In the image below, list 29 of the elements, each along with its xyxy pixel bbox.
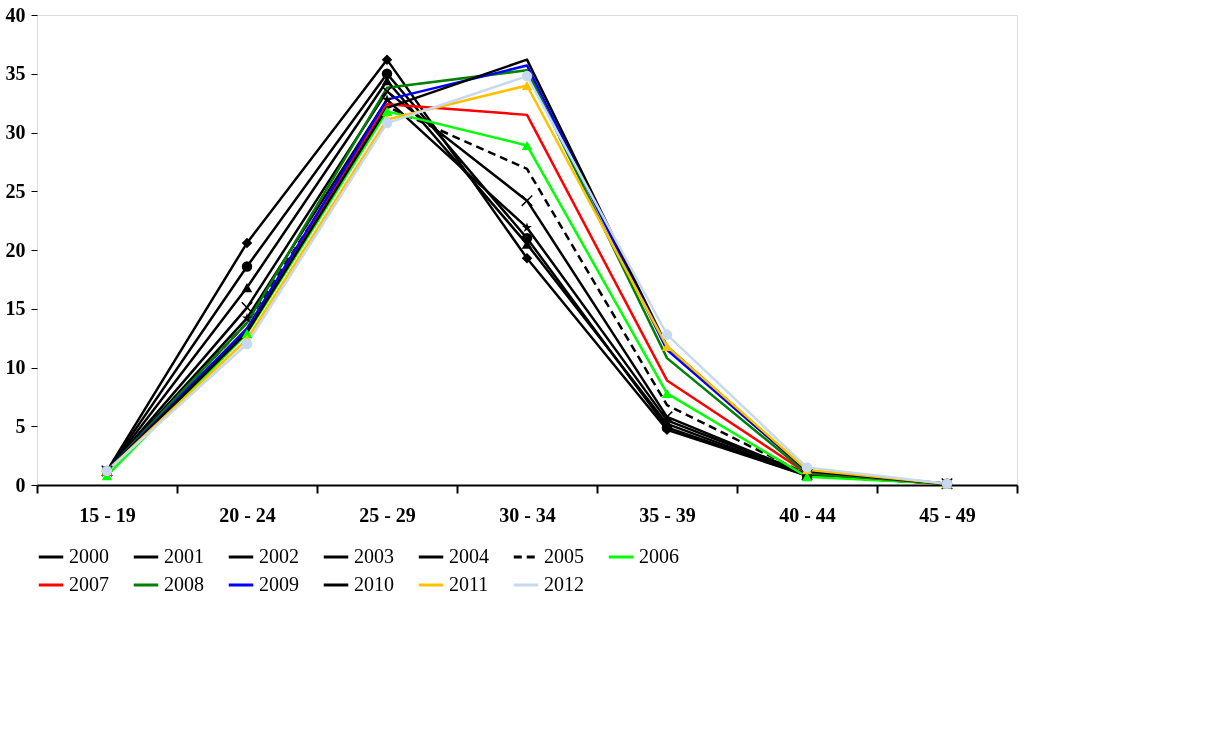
- x-tick-label: 45 - 49: [919, 503, 976, 526]
- x-tick-label: 40 - 44: [779, 503, 836, 526]
- legend-label: 2007: [69, 573, 109, 595]
- y-tick-label: 5: [15, 414, 26, 437]
- y-tick-label: 20: [5, 238, 26, 261]
- legend-label: 2009: [259, 573, 299, 595]
- y-tick-label: 30: [5, 121, 26, 143]
- legend-label: 2012: [544, 573, 584, 595]
- legend-label: 2003: [354, 545, 394, 567]
- legend-label: 2004: [449, 545, 489, 567]
- legend-label: 2002: [259, 545, 299, 567]
- y-tick-label: 25: [5, 179, 26, 202]
- y-tick-label: 40: [5, 3, 26, 26]
- y-tick-label: 10: [5, 356, 26, 378]
- x-tick-label: 35 - 39: [639, 503, 696, 526]
- legend-label: 2011: [449, 573, 489, 595]
- x-tick-label: 15 - 19: [79, 503, 136, 526]
- y-tick-label: 0: [15, 473, 26, 496]
- x-tick-label: 30 - 34: [499, 503, 556, 526]
- x-tick-label: 25 - 29: [359, 503, 416, 526]
- x-tick-label: 20 - 24: [219, 503, 276, 526]
- legend-label: 2005: [544, 545, 584, 567]
- y-tick-label: 35: [5, 62, 26, 85]
- y-tick-label: 15: [5, 297, 26, 320]
- legend-label: 2000: [69, 545, 109, 567]
- legend-label: 2010: [354, 573, 394, 595]
- legend-label: 2006: [639, 545, 679, 567]
- legend-label: 2001: [164, 545, 204, 567]
- legend-label: 2008: [164, 573, 204, 595]
